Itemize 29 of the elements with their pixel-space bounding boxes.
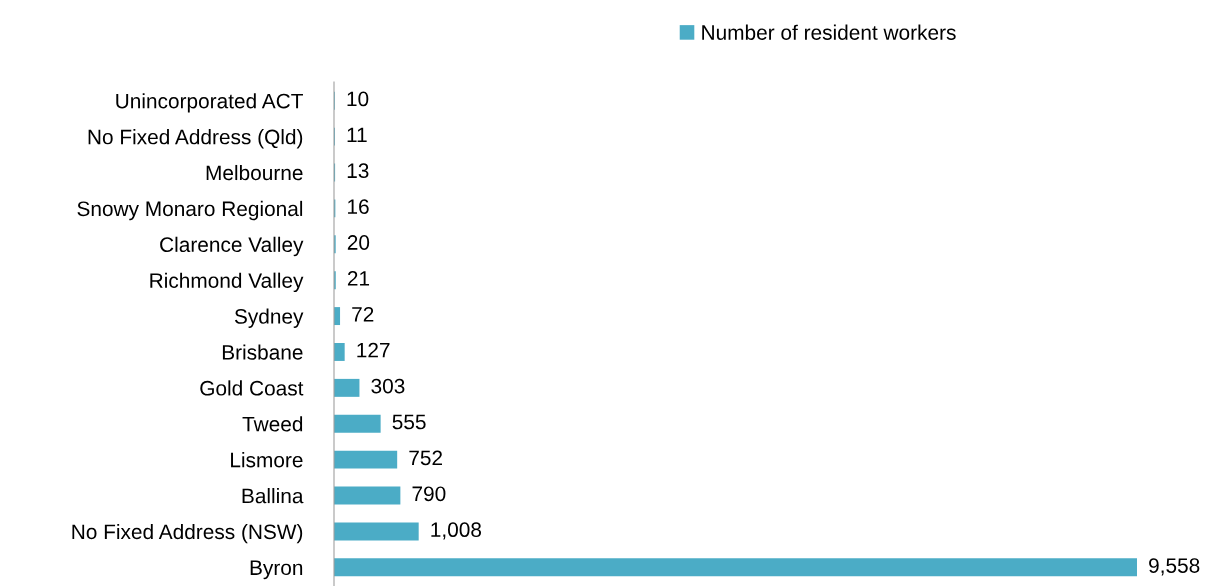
y-tick-label: Tweed xyxy=(242,416,303,432)
y-tick-label: Lismore xyxy=(231,452,303,468)
data-label: 10 xyxy=(347,91,369,107)
data-label: 127 xyxy=(357,342,390,358)
y-tick-label: Gold Coast xyxy=(200,380,304,396)
data-label: 21 xyxy=(347,271,370,286)
data-label: 13 xyxy=(347,163,369,179)
y-tick-label: Unincorporated ACT xyxy=(116,93,303,113)
y-tick-label: Ballina xyxy=(242,488,304,504)
data-label: 752 xyxy=(409,450,442,466)
data-label: 790 xyxy=(412,486,446,502)
y-tick-label: Byron xyxy=(250,560,303,580)
y-tick-label: No Fixed Address (NSW) xyxy=(72,523,303,544)
y-tick-label: No Fixed Address (Qld) xyxy=(88,129,303,149)
y-tick-label: Richmond Valley xyxy=(150,272,304,293)
data-label: 9,558 xyxy=(1149,558,1200,576)
data-label: 555 xyxy=(392,414,426,430)
data-label: 11 xyxy=(347,127,367,142)
data-label: 1,008 xyxy=(431,522,482,540)
y-tick-label: Brisbane xyxy=(222,344,303,360)
y-tick-label: Sydney xyxy=(234,308,304,328)
data-label: 303 xyxy=(371,378,405,394)
y-tick-label: Melbourne xyxy=(206,164,303,181)
y-tick-label: Snowy Monaro Regional xyxy=(77,200,303,221)
data-label: 16 xyxy=(348,199,369,214)
y-tick-label: Clarence Valley xyxy=(160,236,304,257)
data-label: 72 xyxy=(352,306,374,322)
legend-label: Number of resident workers xyxy=(702,24,956,40)
data-label: 20 xyxy=(347,235,370,250)
